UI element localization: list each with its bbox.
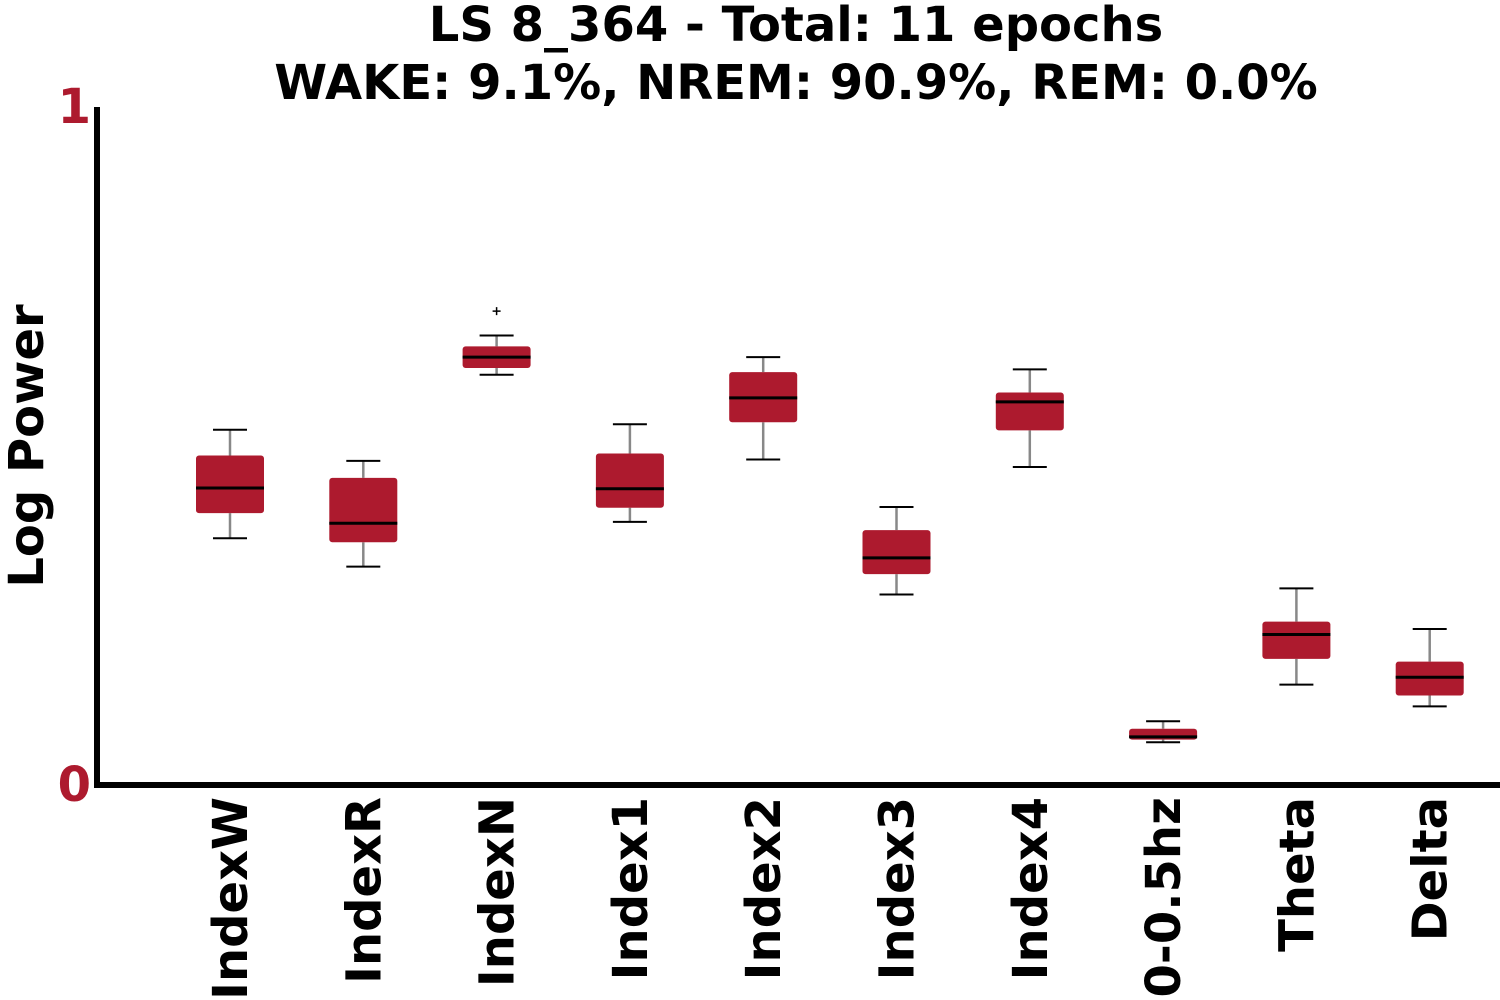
- box: [595, 453, 664, 508]
- box: [862, 530, 931, 575]
- y-axis-label: Log Power: [0, 304, 55, 588]
- x-tick-label: Index1: [603, 797, 659, 980]
- x-tick-label: IndexN: [470, 797, 526, 987]
- x-tick-label: Index3: [870, 797, 926, 980]
- chart-subtitle: WAKE: 9.1%, NREM: 90.9%, REM: 0.0%: [274, 55, 1318, 111]
- chart-title: LS 8_364 - Total: 11 epochs: [429, 0, 1163, 53]
- x-tick-label: Index2: [736, 797, 792, 980]
- plot-area: 0 1 IndexW IndexR IndexN Index1 Index2 Index3 In…: [58, 79, 1500, 1000]
- x-tick-label: 0-0.5hz: [1136, 797, 1192, 997]
- box: [1262, 621, 1331, 659]
- x-tick-label: Theta: [1269, 797, 1325, 952]
- y-tick-label: 0: [58, 757, 91, 813]
- box: [196, 455, 264, 514]
- box: [995, 392, 1064, 431]
- y-tick-label: 1: [58, 79, 91, 135]
- x-tick-label: IndexW: [203, 797, 259, 1000]
- x-tick-label: Index4: [1003, 797, 1059, 980]
- x-tick-label: Delta: [1403, 797, 1459, 941]
- box: [329, 477, 398, 543]
- outlier-marker: [492, 307, 501, 316]
- x-tick-label: IndexR: [336, 797, 392, 984]
